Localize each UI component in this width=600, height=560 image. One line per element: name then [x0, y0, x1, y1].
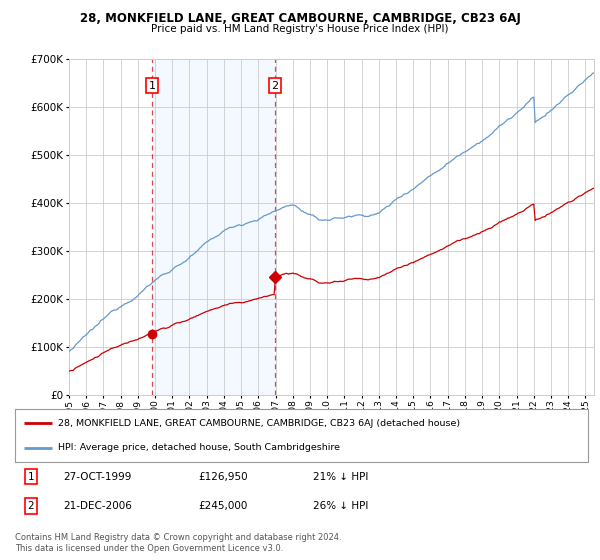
- Text: Contains HM Land Registry data © Crown copyright and database right 2024.
This d: Contains HM Land Registry data © Crown c…: [15, 533, 341, 553]
- Text: Price paid vs. HM Land Registry's House Price Index (HPI): Price paid vs. HM Land Registry's House …: [151, 24, 449, 34]
- Bar: [152, 59, 275, 395]
- Text: 28, MONKFIELD LANE, GREAT CAMBOURNE, CAMBRIDGE, CB23 6AJ: 28, MONKFIELD LANE, GREAT CAMBOURNE, CAM…: [80, 12, 520, 25]
- Text: 21-DEC-2006: 21-DEC-2006: [64, 501, 133, 511]
- Text: 2: 2: [271, 81, 278, 91]
- Text: 1: 1: [148, 81, 155, 91]
- FancyBboxPatch shape: [15, 409, 588, 462]
- Text: 28, MONKFIELD LANE, GREAT CAMBOURNE, CAMBRIDGE, CB23 6AJ (detached house): 28, MONKFIELD LANE, GREAT CAMBOURNE, CAM…: [58, 419, 460, 428]
- Text: 26% ↓ HPI: 26% ↓ HPI: [313, 501, 368, 511]
- Text: £126,950: £126,950: [199, 472, 248, 482]
- Text: 21% ↓ HPI: 21% ↓ HPI: [313, 472, 368, 482]
- Text: 27-OCT-1999: 27-OCT-1999: [64, 472, 132, 482]
- Text: £245,000: £245,000: [199, 501, 248, 511]
- Text: 1: 1: [28, 472, 34, 482]
- Text: 2: 2: [28, 501, 34, 511]
- Text: HPI: Average price, detached house, South Cambridgeshire: HPI: Average price, detached house, Sout…: [58, 443, 340, 452]
